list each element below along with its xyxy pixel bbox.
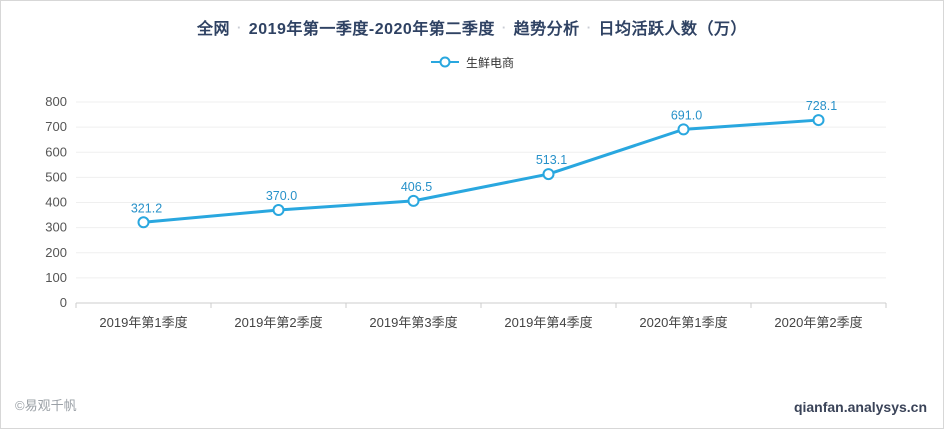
- source-url[interactable]: qianfan.analysys.cn: [793, 399, 927, 415]
- y-axis-tick-label: 0: [60, 295, 67, 310]
- x-axis-tick-label: 2019年第2季度: [234, 315, 322, 330]
- legend-line-marker-icon: [430, 56, 459, 68]
- x-axis-tick-label: 2019年第1季度: [99, 315, 187, 330]
- data-point-label: 691.0: [671, 108, 702, 122]
- data-point-marker[interactable]: [677, 123, 690, 136]
- y-axis-tick-label: 100: [45, 270, 67, 285]
- y-axis-tick-label: 300: [45, 220, 67, 235]
- data-point-label: 321.2: [131, 201, 162, 215]
- data-point-marker[interactable]: [272, 204, 285, 217]
- x-axis-tick-label: 2020年第1季度: [639, 315, 727, 330]
- title-segment-metric: 日均活跃人数（万）: [598, 21, 748, 38]
- x-axis-tick-label: 2019年第3季度: [369, 315, 457, 330]
- y-axis-tick-label: 500: [45, 169, 67, 184]
- data-point-label: 513.1: [536, 153, 567, 167]
- copyright-text: ©易观千帆: [15, 398, 77, 413]
- title-segment-network: 全网: [196, 21, 230, 38]
- series-line: [143, 118, 819, 224]
- chart-title: 全网 · 2019年第一季度-2020年第二季度 · 趋势分析 · 日均活跃人数（万）: [1, 15, 943, 39]
- y-axis-tick-label: 800: [45, 94, 67, 109]
- y-axis-tick-label: 400: [45, 195, 67, 210]
- data-point-marker[interactable]: [137, 216, 150, 229]
- title-segment-period: 2019年第一季度-2020年第二季度: [248, 21, 495, 38]
- title-separator-icon: ·: [586, 20, 592, 35]
- legend-item-fresh-ecommerce[interactable]: 生鲜电商: [1, 53, 943, 71]
- data-point-label: 370.0: [266, 189, 297, 203]
- y-axis-tick-label: 700: [45, 119, 67, 134]
- data-point-marker[interactable]: [812, 114, 825, 127]
- data-point-label: 406.5: [401, 180, 432, 194]
- title-separator-icon: ·: [236, 20, 242, 35]
- y-axis-tick-label: 600: [45, 144, 67, 159]
- title-segment-analysis: 趋势分析: [513, 21, 580, 38]
- y-axis-tick-label: 200: [45, 245, 67, 260]
- data-point-marker[interactable]: [542, 168, 555, 181]
- title-separator-icon: ·: [501, 20, 507, 35]
- data-point-marker[interactable]: [407, 194, 420, 207]
- x-axis-tick-label: 2019年第4季度: [504, 315, 592, 330]
- x-axis-tick-label: 2020年第2季度: [774, 315, 862, 330]
- legend-label: 生鲜电商: [465, 55, 514, 70]
- data-point-label: 728.1: [806, 99, 837, 113]
